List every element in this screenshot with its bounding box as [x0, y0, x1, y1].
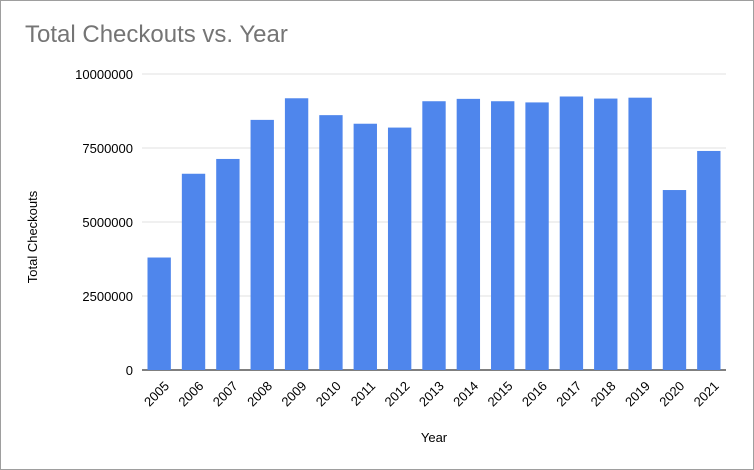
y-tick-label: 2500000 — [82, 289, 133, 304]
bar-2014 — [456, 98, 481, 370]
x-tick-label: 2021 — [691, 378, 722, 409]
bar-2013 — [422, 101, 446, 371]
bar-2019 — [628, 97, 652, 371]
y-axis-label: Total Checkouts — [25, 190, 40, 283]
bar-2011 — [353, 123, 377, 370]
x-tick-labels: 2005 2006 2007 2008 2009 2010 2011 2012 2013 2014… — [141, 378, 722, 409]
x-tick-label: 2017 — [553, 378, 584, 409]
x-axis-label: Year — [421, 430, 448, 445]
x-tick-label: 2008 — [244, 378, 275, 409]
x-tick-label: 2020 — [656, 378, 687, 409]
x-tick-label: 2013 — [416, 378, 447, 409]
x-tick-label: 2009 — [278, 378, 309, 409]
bar-2016 — [525, 102, 549, 370]
bar-2020 — [662, 190, 687, 370]
bar-2017 — [559, 96, 584, 370]
bar-2008 — [250, 119, 274, 370]
y-tick-label: 7500000 — [82, 141, 133, 156]
x-tick-label: 2005 — [141, 378, 172, 409]
chart-title: Total Checkouts vs. Year — [25, 21, 288, 48]
x-tick-label: 2006 — [175, 378, 206, 409]
bar-2005 — [147, 257, 171, 370]
bar-2010 — [319, 115, 343, 370]
x-tick-label: 2015 — [485, 378, 516, 409]
x-tick-label: 2010 — [313, 378, 344, 409]
bar-2006 — [181, 173, 206, 370]
bar-2021 — [697, 150, 721, 370]
x-tick-label: 2016 — [519, 378, 550, 409]
bar-2015 — [491, 101, 515, 371]
bar-2007 — [216, 158, 240, 370]
x-tick-label: 2014 — [450, 378, 481, 409]
x-tick-label: 2007 — [210, 378, 241, 409]
x-tick-label: 2018 — [588, 378, 619, 409]
bar-2009 — [284, 98, 309, 370]
y-tick-label: 10000000 — [75, 67, 133, 82]
y-tick-label: 5000000 — [82, 215, 133, 230]
y-tick-label: 0 — [126, 363, 133, 378]
x-tick-label: 2011 — [348, 378, 378, 408]
bar-2012 — [387, 127, 412, 371]
bars — [147, 96, 721, 371]
x-tick-label: 2019 — [622, 378, 653, 409]
y-tick-labels: 0 2500000 5000000 7500000 10000000 — [75, 67, 133, 378]
bar-2018 — [594, 98, 618, 371]
x-tick-label: 2012 — [381, 378, 412, 409]
